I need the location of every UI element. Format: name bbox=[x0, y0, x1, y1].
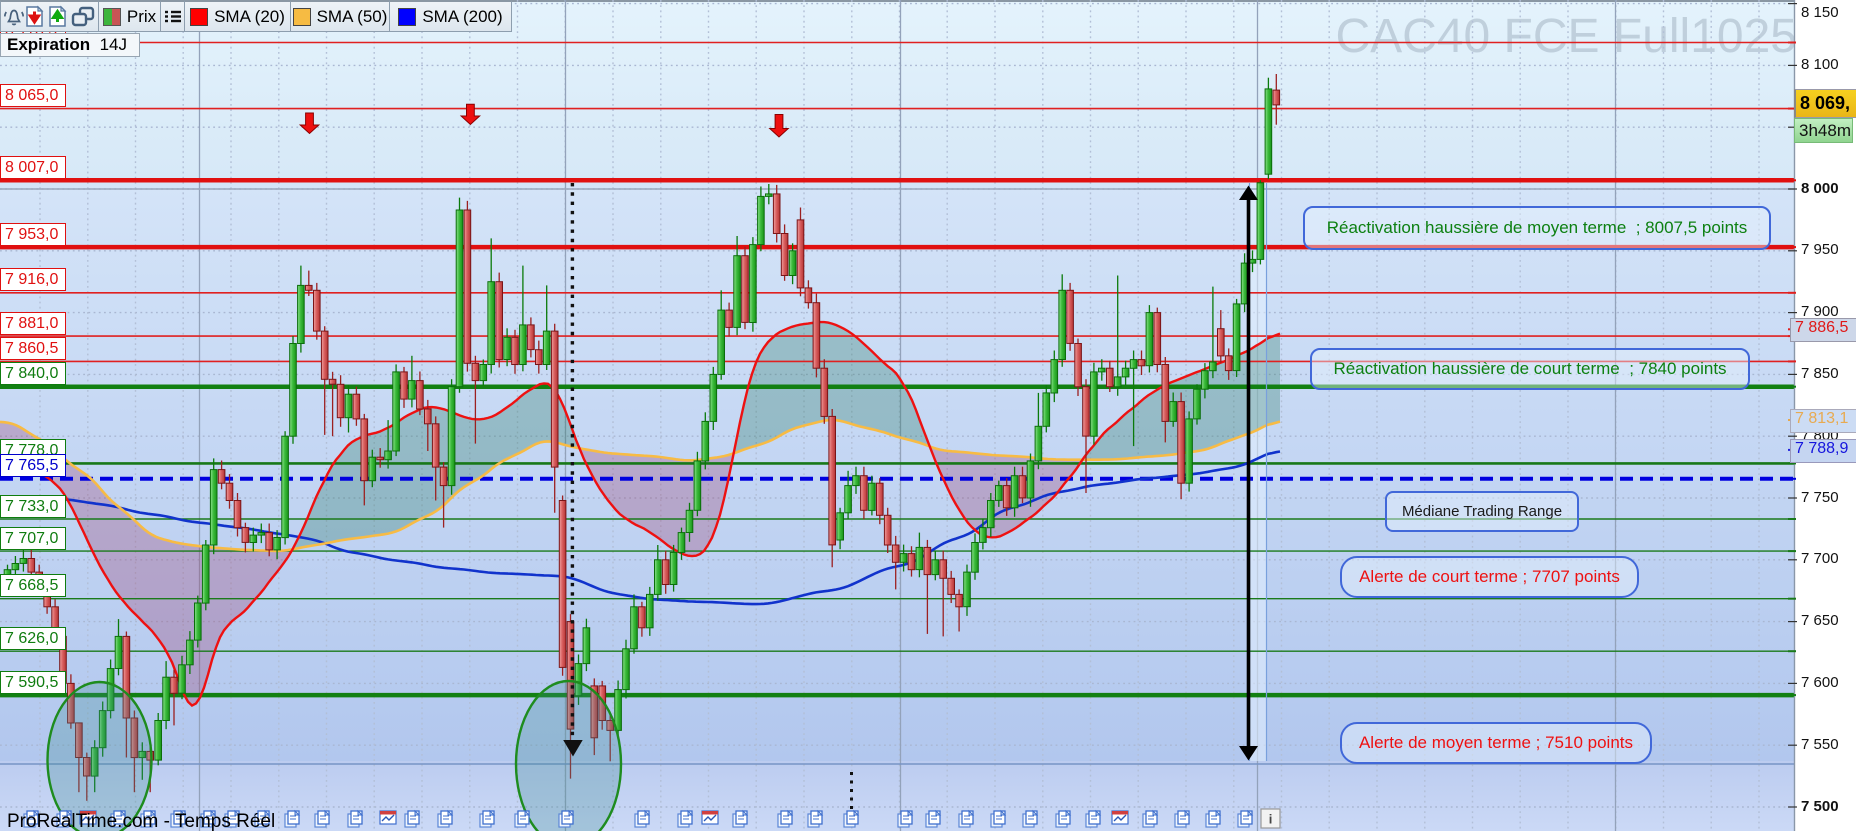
svg-text:CAC40 FCE Full1025: CAC40 FCE Full1025 bbox=[1335, 10, 1797, 63]
svg-text:i: i bbox=[1269, 812, 1273, 827]
